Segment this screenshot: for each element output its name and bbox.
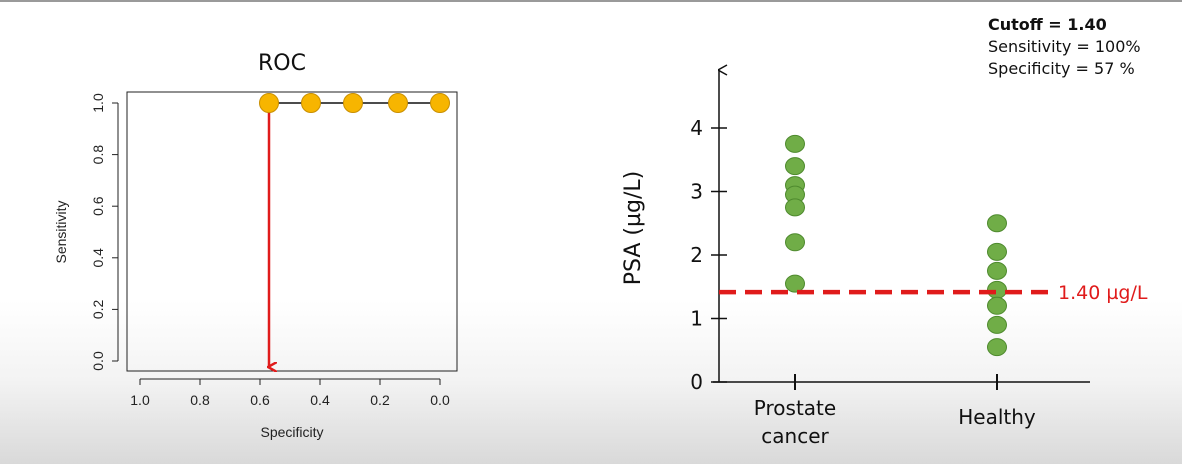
roc-plot-frame [126, 91, 458, 372]
roc-y-tick-label: 0.8 [90, 145, 106, 165]
specificity-text: Specificity = 57 % [988, 59, 1135, 78]
psa-point [987, 214, 1007, 233]
psa-cutoff-label: 1.40 µg/L [1058, 282, 1148, 304]
roc-x-axis-label: Specificity [260, 424, 323, 440]
roc-x-tick-label: 0.8 [190, 392, 210, 408]
roc-y-tick-label: 0.6 [90, 196, 106, 216]
psa-point [987, 261, 1007, 280]
psa-point [987, 242, 1007, 261]
roc-x-tick-label: 0.4 [310, 392, 330, 408]
psa-category-label: Prostate cancer [754, 396, 836, 448]
roc-y-tick-label: 0.2 [90, 299, 106, 319]
psa-point [785, 274, 805, 293]
roc-y-axis-label: Sensitivity [53, 200, 69, 263]
roc-point [388, 93, 408, 113]
roc-title: ROC [258, 51, 306, 76]
roc-y-tick-label: 0.0 [90, 351, 106, 371]
psa-point [785, 198, 805, 217]
psa-point [785, 233, 805, 252]
psa-y-tick-label: 1 [690, 307, 703, 331]
psa-point [987, 296, 1007, 315]
top-border [0, 0, 1182, 2]
psa-chart: 0 1 2 3 4 PSA (µg/L) Prostate cancer Healthy 1.40… [621, 70, 1148, 448]
sensitivity-text: Sensitivity = 100% [988, 37, 1141, 56]
roc-chart: ROC 1.0 0.8 0.6 0.4 0.2 0.0 Specificity 0.0 0.2 0.… [53, 51, 458, 440]
roc-x-tick-label: 1.0 [130, 392, 150, 408]
psa-category-label-line: Prostate [754, 396, 836, 420]
psa-category-label-line: Healthy [958, 405, 1036, 429]
psa-y-axis-label: PSA (µg/L) [621, 171, 646, 285]
roc-x-tick-label: 0.2 [370, 392, 390, 408]
psa-point [987, 338, 1007, 357]
psa-point [785, 134, 805, 153]
roc-point [301, 93, 321, 113]
psa-y-tick-label: 4 [690, 116, 703, 140]
psa-point [987, 315, 1007, 334]
psa-y-tick-label: 0 [690, 370, 703, 394]
roc-y-tick-label: 1.0 [90, 93, 106, 113]
roc-point [259, 93, 279, 113]
psa-y-tick-label: 2 [690, 243, 703, 267]
roc-y-tick-label: 0.4 [90, 248, 106, 268]
roc-point [430, 93, 450, 113]
roc-x-tick-label: 0.0 [430, 392, 450, 408]
cutoff-value-text: Cutoff = 1.40 [988, 15, 1107, 34]
psa-y-tick-label: 3 [690, 180, 703, 204]
psa-category-label: Healthy [958, 405, 1036, 429]
cutoff-info-box: Cutoff = 1.40 Sensitivity = 100% Specifi… [988, 14, 1141, 80]
psa-category-label-line: cancer [761, 424, 829, 448]
roc-x-tick-label: 0.6 [250, 392, 270, 408]
roc-point [343, 93, 363, 113]
psa-point [785, 157, 805, 176]
